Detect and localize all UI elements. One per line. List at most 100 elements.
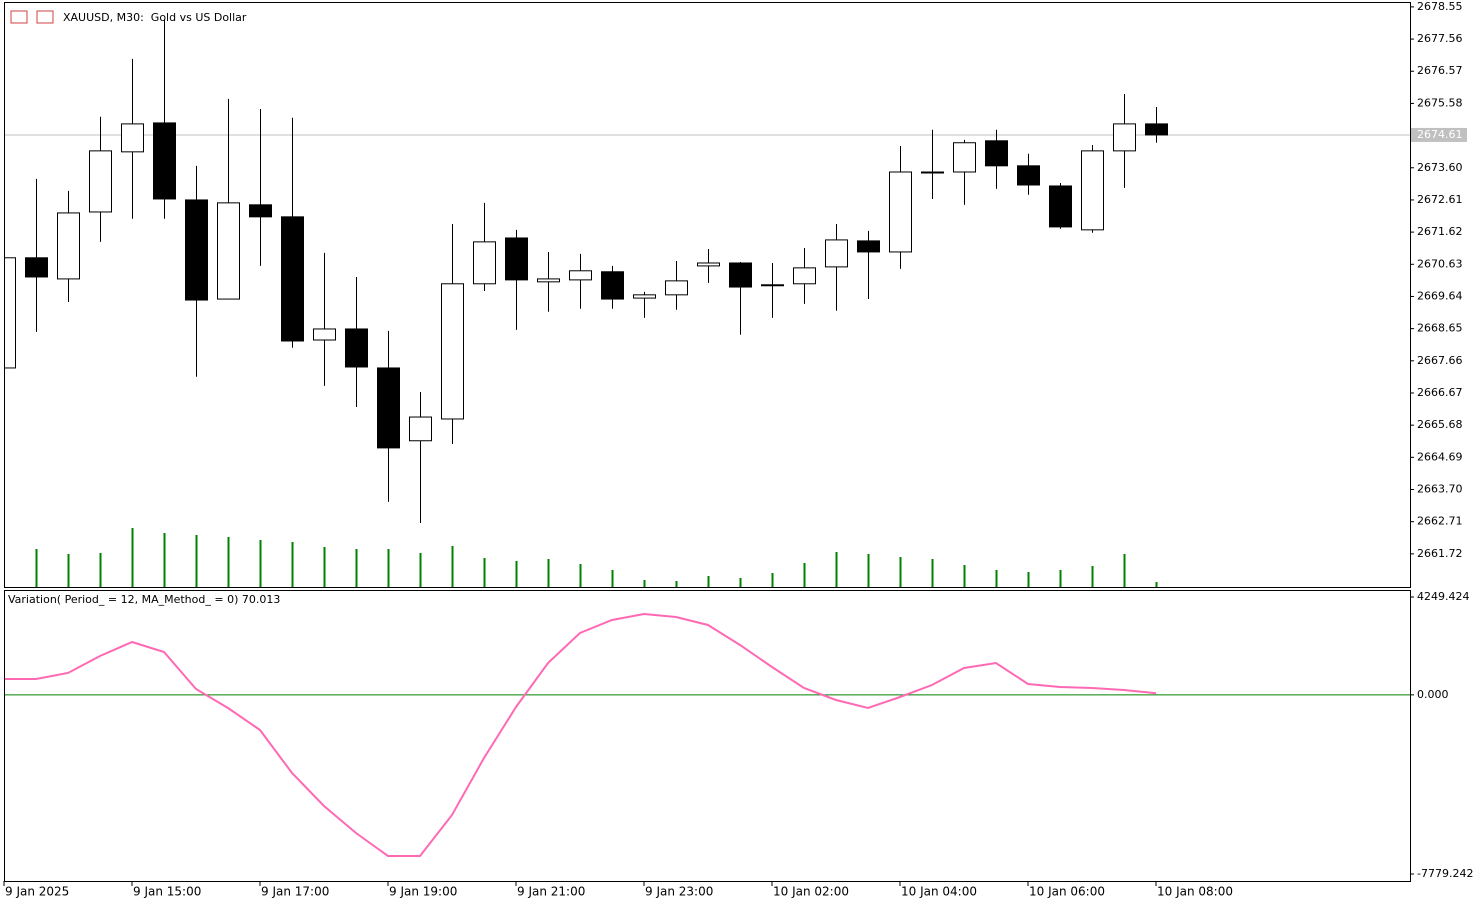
- x-tick-label: 10 Jan 02:00: [773, 885, 849, 899]
- candle-body: [217, 202, 240, 300]
- volume-bar: [515, 561, 518, 587]
- y-tick-label: 2669.64: [1417, 289, 1463, 302]
- volume-bar: [291, 542, 294, 587]
- volume-bar: [707, 576, 710, 587]
- candle-body: [537, 278, 560, 283]
- volume-bar: [1155, 582, 1158, 587]
- x-tick-label: 9 Jan 15:00: [133, 885, 201, 899]
- volume-bar: [67, 554, 70, 587]
- volume-bar: [963, 565, 966, 587]
- chart-title: XAUUSD, M30: Gold vs US Dollar: [63, 11, 247, 24]
- candle-body: [249, 204, 272, 218]
- volume-bar: [611, 570, 614, 587]
- candle-body: [1113, 123, 1136, 152]
- y-tick-label: 2661.72: [1417, 547, 1463, 560]
- candle-body: [345, 328, 368, 368]
- candle-body: [89, 150, 112, 213]
- candle-body: [921, 171, 944, 174]
- y-tick-label: 2673.60: [1417, 161, 1463, 174]
- candle-body: [377, 367, 400, 449]
- candle-body: [1017, 165, 1040, 186]
- x-tick-label: 9 Jan 17:00: [261, 885, 329, 899]
- candle-body: [569, 270, 592, 281]
- candle-body: [633, 294, 656, 299]
- candle-body: [697, 262, 720, 267]
- y-tick-label: 2675.58: [1417, 96, 1463, 109]
- y-tick-label: 2670.63: [1417, 257, 1463, 270]
- volume-bar: [195, 535, 198, 587]
- volume-bar: [995, 570, 998, 587]
- y-tick-label: 2676.57: [1417, 64, 1463, 77]
- current-price-box: [1411, 127, 1467, 142]
- candle-body: [793, 267, 816, 285]
- y-tick-label: 2671.62: [1417, 225, 1463, 238]
- y-tick-label: 2662.71: [1417, 515, 1463, 528]
- candle-body: [1081, 150, 1104, 231]
- candle-body: [25, 257, 48, 278]
- y-tick-label: 2664.69: [1417, 450, 1463, 463]
- volume-bar: [99, 553, 102, 587]
- volume-bar: [835, 552, 838, 587]
- x-tick-label: 9 Jan 23:00: [645, 885, 713, 899]
- indicator-title: Variation( Period_ = 12, MA_Method_ = 0)…: [8, 593, 280, 606]
- y-tick-label: 2677.56: [1417, 32, 1463, 45]
- candle-body: [441, 283, 464, 420]
- indicator-panel: [4, 590, 1411, 882]
- volume-bar: [675, 581, 678, 587]
- candle-body: [1145, 123, 1168, 136]
- y-tick-label: 2678.55: [1417, 0, 1463, 13]
- volume-bar: [419, 553, 422, 587]
- volume-bar: [1059, 570, 1062, 587]
- volume-bar: [355, 549, 358, 587]
- x-tick-label: 9 Jan 21:00: [517, 885, 585, 899]
- y-tick-label: 2672.61: [1417, 193, 1463, 206]
- candle-body: [889, 171, 912, 253]
- x-tick-label: 10 Jan 06:00: [1029, 885, 1105, 899]
- volume-bar: [643, 580, 646, 587]
- volume-bar: [387, 549, 390, 587]
- candle-body: [505, 237, 528, 281]
- y-tick-label: 2668.65: [1417, 322, 1463, 335]
- volume-bar: [163, 533, 166, 587]
- current-price-label: 2674.61: [1417, 128, 1463, 141]
- volume-bar: [1091, 566, 1094, 587]
- volume-bar: [579, 564, 582, 587]
- x-tick-label: 10 Jan 08:00: [1157, 885, 1233, 899]
- y-tick-label: 2666.67: [1417, 386, 1463, 399]
- y-tick-label: 2667.66: [1417, 354, 1463, 367]
- volume-bar: [1123, 554, 1126, 587]
- volume-bar: [227, 537, 230, 587]
- candle-body: [185, 199, 208, 301]
- volume-bar: [739, 578, 742, 587]
- candle-body: [729, 262, 752, 288]
- candle-body: [409, 416, 432, 442]
- candle-body: [1049, 185, 1072, 228]
- candle-body: [857, 240, 880, 253]
- candle-body: [5, 257, 16, 369]
- x-tick-label: 10 Jan 04:00: [901, 885, 977, 899]
- volume-bar: [1027, 572, 1030, 587]
- candle-body: [665, 280, 688, 296]
- candle-body: [825, 239, 848, 268]
- candle-body: [313, 328, 336, 341]
- icon: [10, 10, 28, 24]
- candle-body: [121, 123, 144, 153]
- candle-body: [473, 241, 496, 285]
- y-tick-label: 4249.424: [1417, 590, 1470, 603]
- x-tick-label: 9 Jan 19:00: [389, 885, 457, 899]
- indicator-line: [5, 612, 1157, 857]
- volume-bar: [131, 528, 134, 587]
- volume-bar: [547, 559, 550, 587]
- candle-body: [57, 212, 80, 280]
- volume-bar: [323, 547, 326, 587]
- icon: [36, 10, 54, 24]
- volume-bar: [771, 573, 774, 587]
- volume-bar: [931, 559, 934, 587]
- volume-bar: [899, 557, 902, 587]
- x-tick-label: 9 Jan 2025: [5, 885, 69, 899]
- y-tick-label: 2665.68: [1417, 418, 1463, 431]
- main-panel: [4, 2, 1411, 588]
- volume-bar: [35, 549, 38, 587]
